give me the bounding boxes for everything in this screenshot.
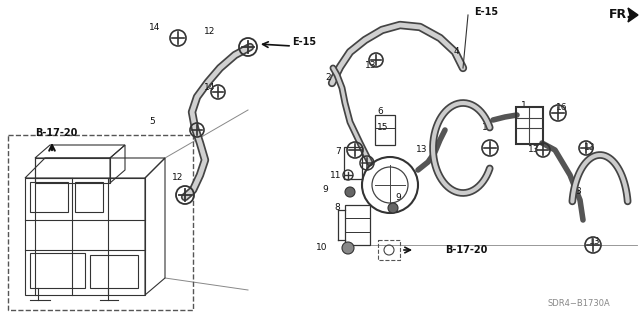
Text: 14: 14 [149, 24, 161, 33]
Circle shape [342, 242, 354, 254]
Text: 2: 2 [325, 73, 331, 83]
Bar [30, 253, 85, 288]
Text: 10: 10 [316, 243, 328, 253]
Text: 4: 4 [453, 48, 459, 56]
Text: 9: 9 [395, 192, 401, 202]
Text: 7: 7 [335, 147, 341, 157]
Text: 8: 8 [334, 203, 340, 211]
Text: 13: 13 [416, 145, 428, 154]
Text: FR.: FR. [609, 8, 632, 20]
Circle shape [388, 203, 398, 213]
Text: 3: 3 [575, 188, 581, 197]
Text: 14: 14 [204, 84, 216, 93]
Text: 5: 5 [149, 117, 155, 127]
Bar [90, 255, 138, 288]
Text: 13: 13 [589, 238, 601, 247]
Bar [75, 182, 103, 212]
Bar [378, 240, 400, 260]
Bar [30, 182, 68, 212]
Text: 6: 6 [377, 108, 383, 116]
Text: E-15: E-15 [292, 37, 316, 47]
Circle shape [345, 187, 355, 197]
Text: E-15: E-15 [474, 7, 498, 17]
Text: 15: 15 [377, 123, 388, 132]
Text: 12: 12 [204, 27, 216, 36]
Bar [375, 115, 395, 145]
Text: 1: 1 [521, 100, 527, 109]
Text: 9: 9 [322, 186, 328, 195]
Text: 11: 11 [330, 170, 342, 180]
Text: 16: 16 [556, 103, 568, 113]
Text: B-17-20: B-17-20 [35, 128, 77, 138]
Text: 12: 12 [172, 174, 184, 182]
Text: SDR4−B1730A: SDR4−B1730A [547, 300, 610, 308]
Bar [8, 135, 193, 310]
Polygon shape [628, 8, 638, 22]
Text: 13: 13 [483, 123, 493, 132]
Text: 13: 13 [528, 145, 540, 154]
Text: 13: 13 [365, 61, 377, 70]
Text: 13: 13 [584, 144, 596, 152]
Bar [35, 158, 110, 183]
Text: B-17-20: B-17-20 [445, 245, 488, 255]
